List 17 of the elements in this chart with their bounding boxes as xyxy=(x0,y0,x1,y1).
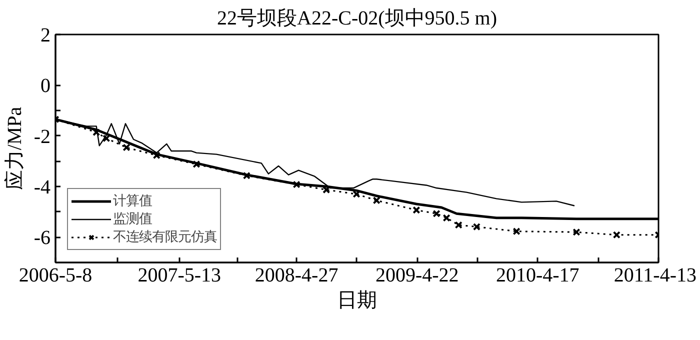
legend-label: 监测值 xyxy=(113,210,152,228)
y-tick-label: -4 xyxy=(34,176,51,198)
y-tick-label: -6 xyxy=(34,227,51,250)
y-tick-label: -2 xyxy=(34,126,51,148)
x-tick-label: 2006-5-8 xyxy=(18,264,92,286)
y-tick-label: 0 xyxy=(40,75,50,98)
x-tick-label: 2009-4-22 xyxy=(375,264,459,286)
x-tick-label: 2010-4-17 xyxy=(496,264,580,286)
x-axis-title: 日期 xyxy=(337,290,377,312)
y-tick-label: 2 xyxy=(40,24,50,46)
y-axis-title: 应力/MPa xyxy=(4,106,26,190)
x-tick-label: 2008-4-27 xyxy=(254,264,338,286)
chart-title: 22号坝段A22-C-02(坝中950.5 m) xyxy=(217,8,497,30)
legend-label: 计算值 xyxy=(113,192,152,210)
legend-label: 不连续有限元仿真 xyxy=(113,228,217,246)
x-tick-label: 2011-4-13 xyxy=(614,264,696,286)
x-tick-label: 2007-5-13 xyxy=(138,264,222,286)
